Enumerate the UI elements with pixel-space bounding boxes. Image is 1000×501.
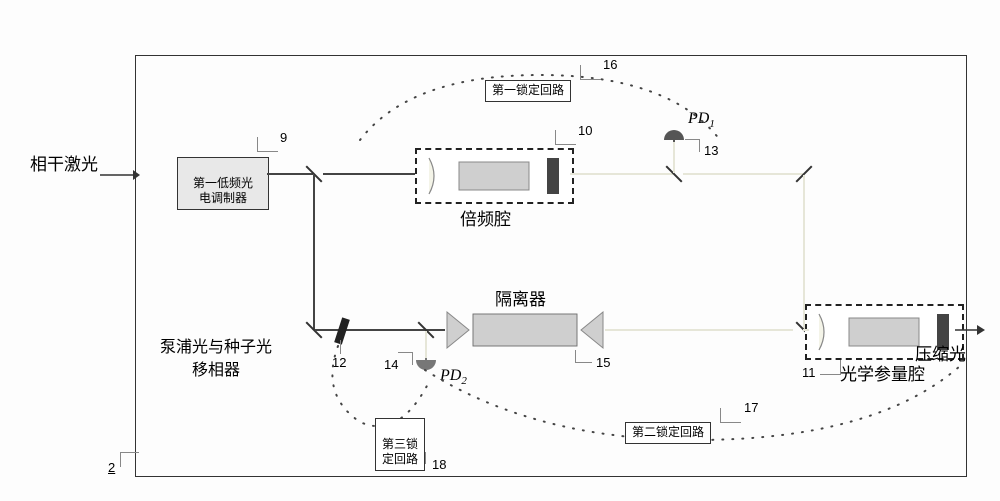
isolator xyxy=(445,308,605,355)
third-loop-box: 第三锁 定回路 xyxy=(375,418,425,471)
lead-16 xyxy=(580,65,601,80)
modulator-label: 第一低频光 电调制器 xyxy=(193,176,253,206)
shg-cavity-box xyxy=(415,148,574,204)
pump-seed-label: 泵浦光与种子光 移相器 xyxy=(160,315,272,382)
beam-iso-left xyxy=(390,329,445,331)
lead-18 xyxy=(425,452,426,464)
first-loop-box: 第一锁定回路 xyxy=(485,80,571,102)
diagram-canvas: 相干激光 第一低频光 电调制器 9 12 泵浦光与种子光 移相器 倍频腔 xyxy=(20,20,980,481)
lead-9 xyxy=(257,137,278,152)
beam-mod-to-split1 xyxy=(267,173,313,175)
num-16: 16 xyxy=(603,57,617,72)
lead-2 xyxy=(120,452,139,467)
input-arrow xyxy=(100,168,140,185)
beam-top-right xyxy=(683,173,803,175)
num-9: 9 xyxy=(280,130,287,145)
num-17: 17 xyxy=(744,400,758,415)
beam-split1-down xyxy=(313,175,315,330)
lead-17 xyxy=(720,408,741,423)
coherent-laser-label: 相干激光 xyxy=(30,150,98,175)
beam-shg-out xyxy=(570,173,673,175)
second-loop-box: 第二锁定回路 xyxy=(625,422,711,444)
modulator-box: 第一低频光 电调制器 xyxy=(177,157,269,210)
beam-iso-right xyxy=(605,329,793,331)
beam-split1-shg xyxy=(323,173,415,175)
num-18: 18 xyxy=(432,457,446,472)
output-arrow xyxy=(955,323,981,340)
num-2: 2 xyxy=(108,460,115,475)
beam-to-opo xyxy=(803,329,809,331)
isolator-label: 隔离器 xyxy=(495,285,546,310)
shg-label: 倍频腔 xyxy=(460,205,511,230)
